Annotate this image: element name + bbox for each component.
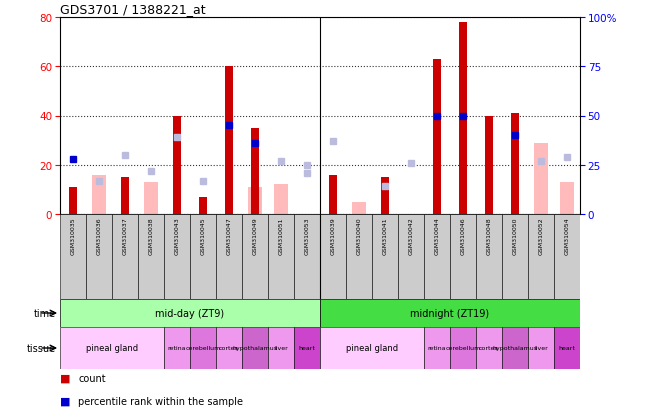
Bar <box>424 327 450 369</box>
Text: ■: ■ <box>60 373 71 383</box>
Bar <box>190 327 216 369</box>
Text: cortex: cortex <box>219 346 239 351</box>
Bar <box>381 178 389 214</box>
Bar <box>554 214 580 299</box>
Bar <box>242 214 268 299</box>
Text: GSM310039: GSM310039 <box>331 217 335 255</box>
Text: cerebellum: cerebellum <box>185 346 220 351</box>
Bar <box>60 214 86 299</box>
Text: GSM310047: GSM310047 <box>226 217 232 255</box>
Bar <box>528 214 554 299</box>
Text: heart: heart <box>558 346 576 351</box>
Bar <box>502 214 528 299</box>
Bar <box>320 327 424 369</box>
Text: GSM310044: GSM310044 <box>434 217 440 255</box>
Bar <box>450 327 476 369</box>
Bar <box>434 60 441 214</box>
Bar <box>60 299 320 327</box>
Bar <box>216 214 242 299</box>
Bar <box>112 214 138 299</box>
Text: retina: retina <box>168 346 186 351</box>
Bar <box>320 299 580 327</box>
Text: GSM310045: GSM310045 <box>201 217 205 254</box>
Bar <box>92 175 106 214</box>
Text: percentile rank within the sample: percentile rank within the sample <box>79 396 244 406</box>
Bar <box>86 214 112 299</box>
Bar <box>502 327 528 369</box>
Bar <box>164 327 190 369</box>
Text: heart: heart <box>298 346 315 351</box>
Bar <box>274 185 288 214</box>
Text: GSM310051: GSM310051 <box>279 217 284 254</box>
Text: time: time <box>34 308 56 318</box>
Text: cortex: cortex <box>479 346 499 351</box>
Bar <box>459 23 467 214</box>
Bar <box>450 214 476 299</box>
Text: pineal gland: pineal gland <box>346 344 398 353</box>
Bar <box>294 214 320 299</box>
Bar <box>138 214 164 299</box>
Bar <box>174 116 181 214</box>
Bar <box>199 197 207 214</box>
Text: cerebellum: cerebellum <box>446 346 480 351</box>
Text: GSM310053: GSM310053 <box>304 217 310 254</box>
Bar <box>60 327 164 369</box>
Bar <box>251 128 259 214</box>
Bar <box>144 183 158 214</box>
Bar <box>164 214 190 299</box>
Bar <box>242 327 268 369</box>
Text: GSM310036: GSM310036 <box>96 217 102 254</box>
Text: liver: liver <box>534 346 548 351</box>
Text: pineal gland: pineal gland <box>86 344 138 353</box>
Text: hypothalamus: hypothalamus <box>232 346 277 351</box>
Bar <box>268 327 294 369</box>
Text: tissue: tissue <box>27 343 56 353</box>
Bar <box>268 214 294 299</box>
Bar <box>398 214 424 299</box>
Bar <box>560 183 574 214</box>
Bar <box>69 188 77 214</box>
Text: GSM310052: GSM310052 <box>539 217 543 254</box>
Text: GSM310037: GSM310037 <box>123 217 127 255</box>
Text: ■: ■ <box>60 396 71 406</box>
Bar <box>372 214 398 299</box>
Bar <box>528 327 554 369</box>
Bar <box>554 327 580 369</box>
Bar <box>512 114 519 214</box>
Bar <box>216 327 242 369</box>
Bar <box>424 214 450 299</box>
Bar <box>534 143 548 214</box>
Bar <box>352 202 366 214</box>
Text: GSM310043: GSM310043 <box>174 217 180 255</box>
Text: GSM310049: GSM310049 <box>253 217 257 255</box>
Text: hypothalamus: hypothalamus <box>492 346 537 351</box>
Bar <box>329 175 337 214</box>
Bar <box>121 178 129 214</box>
Text: GSM310035: GSM310035 <box>71 217 75 254</box>
Text: GSM310042: GSM310042 <box>409 217 414 255</box>
Text: liver: liver <box>274 346 288 351</box>
Bar <box>225 67 232 214</box>
Text: GSM310038: GSM310038 <box>148 217 154 254</box>
Bar <box>190 214 216 299</box>
Text: mid-day (ZT9): mid-day (ZT9) <box>156 308 224 318</box>
Text: GSM310041: GSM310041 <box>383 217 387 254</box>
Bar <box>346 214 372 299</box>
Bar <box>294 327 320 369</box>
Text: GSM310046: GSM310046 <box>461 217 465 254</box>
Text: GDS3701 / 1388221_at: GDS3701 / 1388221_at <box>60 3 206 16</box>
Text: GSM310050: GSM310050 <box>513 217 517 254</box>
Text: GSM310040: GSM310040 <box>356 217 362 254</box>
Bar <box>248 188 262 214</box>
Bar <box>485 116 492 214</box>
Text: GSM310054: GSM310054 <box>564 217 570 254</box>
Text: retina: retina <box>428 346 446 351</box>
Text: midnight (ZT19): midnight (ZT19) <box>411 308 490 318</box>
Text: GSM310048: GSM310048 <box>486 217 492 254</box>
Bar <box>476 327 502 369</box>
Text: count: count <box>79 373 106 383</box>
Bar <box>476 214 502 299</box>
Bar <box>320 214 346 299</box>
